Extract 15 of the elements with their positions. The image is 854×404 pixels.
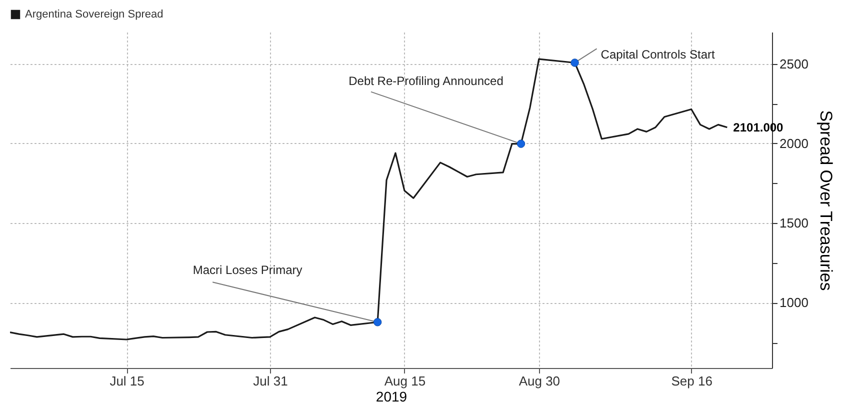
y-tick-label: 2000 bbox=[780, 136, 808, 151]
x-tick-label: Aug 30 bbox=[518, 374, 560, 388]
x-tick-label: Aug 15 bbox=[384, 374, 426, 388]
x-tick-label: Sep 16 bbox=[671, 374, 712, 388]
y-tick-label: 2500 bbox=[780, 56, 808, 72]
x-tick-label: Jul 15 bbox=[110, 374, 144, 388]
annotation: Macri Loses Primary bbox=[192, 263, 302, 278]
y-tick-label: 1000 bbox=[780, 295, 808, 310]
x-axis-title: 2019 bbox=[376, 388, 408, 404]
legend-label: Argentina Sovereign Spread bbox=[25, 8, 164, 20]
y-axis-title: Spread Over Treasuries bbox=[816, 110, 836, 291]
annotation: Debt Re-Profiling Announced bbox=[348, 74, 504, 88]
x-tick-label: Jul 31 bbox=[253, 374, 288, 388]
y-tick-label: 1500 bbox=[780, 216, 808, 231]
annotation: Capital Controls Start bbox=[600, 48, 716, 62]
